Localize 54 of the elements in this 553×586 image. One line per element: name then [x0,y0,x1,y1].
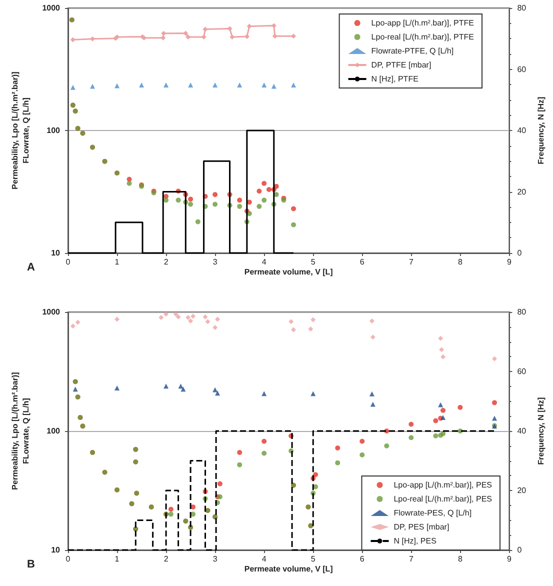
legend-label: Flowrate-PTFE, Q [L/h] [371,46,454,56]
legend-label: DP, PES [mbar] [394,522,450,532]
y2-tick-label: 20 [517,486,527,495]
x-tick-label: 0 [66,258,71,266]
y-tick-label: 10 [51,248,61,258]
legend-label: N [Hz], PTFE [371,74,418,84]
y2-tick-label: 60 [517,367,527,376]
x-tick-label: 9 [506,258,512,266]
x-tick-label: 2 [164,554,169,564]
y-axis-title: Permeability, Lpo [L/(h.m².bar)] FLowrate, Q [L/h] [10,71,30,190]
text: B [27,558,35,570]
y2-tick-label: 20 [517,187,527,196]
x-tick-label: 7 [408,554,414,564]
x-tick-label: 1 [114,554,120,564]
legend-label: Lpo-real [L/(h.m².bar)], PTFE [371,32,474,42]
x-tick-label: 7 [408,258,414,266]
x-tick-label: 6 [360,258,365,266]
x-tick-label: 4 [262,258,267,266]
legend-label: N [Hz], PES [394,536,436,546]
x-tick-label: 1 [114,258,120,266]
y-tick-label: 1000 [42,4,61,12]
x-tick-label: 5 [310,554,316,564]
x-tick-label: 8 [458,258,463,266]
x-tick-label: 9 [506,554,512,564]
y-tick-label: 100 [46,426,61,436]
y-tick-label: 100 [46,126,61,135]
legend-label: Lpo-app [L/(h.m².bar)], PES [394,480,492,490]
text: A [27,262,35,274]
legend-label: DP, PTFE [mbar] [371,60,432,70]
x-tick-label: 2 [164,258,169,266]
y2-tick-label: 40 [517,126,527,135]
legend-label: Flowrate-PES, Q [L/h] [394,508,472,518]
y2-tick-label: 80 [517,308,527,316]
legend-label: Lpo-app [L/(h.m².bar)], PTFE [371,18,474,28]
y2-axis-title: Frequency, N [Hz] [536,96,546,164]
x-tick-label: 3 [212,554,218,564]
y2-tick-label: 40 [517,426,527,436]
y2-tick-label: 0 [517,546,522,554]
x-tick-label: 4 [262,554,267,564]
x-tick-label: 0 [66,554,71,564]
legend-label: Lpo-real [L/(h.m².bar)], PES [394,494,492,504]
y2-tick-label: 80 [517,4,527,12]
y-axis-title: Permeability, Lpo [L/(h.m².bar)] FLowrate, Q [L/h] [10,372,30,490]
x-tick-label: 3 [212,258,218,266]
y-tick-label: 10 [51,546,61,554]
y2-tick-label: 60 [517,64,527,74]
y2-tick-label: 0 [517,248,522,258]
y-tick-label: 1000 [42,308,61,316]
x-axis-title: Permeate volume, V [L] [244,564,334,574]
y2-axis-title: Frequency, N [Hz] [536,396,546,465]
x-tick-label: 8 [458,554,463,564]
x-tick-label: 6 [360,554,365,564]
x-tick-label: 5 [310,258,316,266]
x-axis-title: Permeate volume, V [L] [244,268,334,276]
